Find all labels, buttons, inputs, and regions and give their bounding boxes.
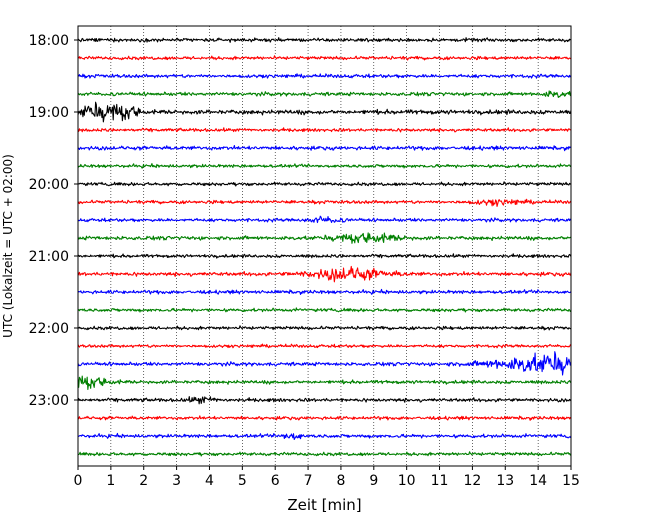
x-tick-label: 11 [431, 473, 449, 489]
x-tick-label: 0 [74, 473, 83, 489]
trace-2200 [77, 325, 572, 331]
x-tick-label: 5 [238, 473, 247, 489]
trace-1815 [77, 55, 572, 61]
trace-2330 [77, 432, 572, 440]
y-tick-label: 19:00 [29, 105, 69, 121]
trace-2315 [77, 415, 572, 421]
trace-1930 [77, 144, 572, 152]
traces [77, 37, 572, 457]
x-tick-label: 4 [205, 473, 214, 489]
x-tick-label: 12 [463, 473, 481, 489]
x-tick-label: 3 [172, 473, 181, 489]
trace-1830 [77, 73, 572, 79]
trace-2000 [77, 181, 572, 187]
y-tick-label: 20:00 [29, 177, 69, 193]
trace-2130 [77, 288, 572, 296]
trace-2115 [77, 265, 572, 283]
x-axis-label: Zeit [min] [287, 496, 361, 514]
trace-1800 [77, 37, 572, 43]
trace-2300 [77, 396, 572, 405]
trace-2230 [77, 351, 572, 376]
x-tick-label: 2 [139, 473, 148, 489]
trace-2145 [77, 307, 572, 313]
trace-2030 [77, 215, 572, 224]
x-grid [110, 26, 539, 466]
trace-1945 [77, 163, 572, 169]
x-tick-label: 13 [496, 473, 514, 489]
y-tick-label: 18:00 [29, 33, 69, 49]
trace-1845 [77, 90, 572, 98]
y-tick-label: 23:00 [29, 393, 69, 409]
y-tick-label: 21:00 [29, 249, 69, 265]
x-tick-label: 8 [336, 473, 345, 489]
trace-2015 [77, 198, 572, 207]
trace-2100 [77, 253, 572, 259]
x-tick-label: 10 [398, 473, 416, 489]
y-axis-ticks: 18:00 19:00 20:00 21:00 22:00 23:00 [29, 33, 78, 409]
trace-2215 [77, 343, 572, 349]
trace-2045 [77, 232, 572, 244]
x-axis-ticks: 0 1 2 3 4 5 6 7 8 9 10 11 12 13 14 15 [74, 466, 580, 489]
y-axis-label: UTC (Lokalzeit = UTC + 02:00) [1, 154, 15, 338]
trace-1900 [77, 101, 572, 123]
x-tick-label: 14 [529, 473, 547, 489]
x-tick-label: 6 [271, 473, 280, 489]
x-tick-label: 15 [562, 473, 580, 489]
trace-2245 [77, 375, 572, 390]
plot-frame [77, 25, 572, 467]
x-tick-label: 9 [369, 473, 378, 489]
trace-1915 [77, 127, 572, 133]
trace-2345 [77, 451, 572, 457]
x-tick-label: 7 [304, 473, 313, 489]
y-tick-label: 22:00 [29, 321, 69, 337]
x-tick-label: 1 [106, 473, 115, 489]
